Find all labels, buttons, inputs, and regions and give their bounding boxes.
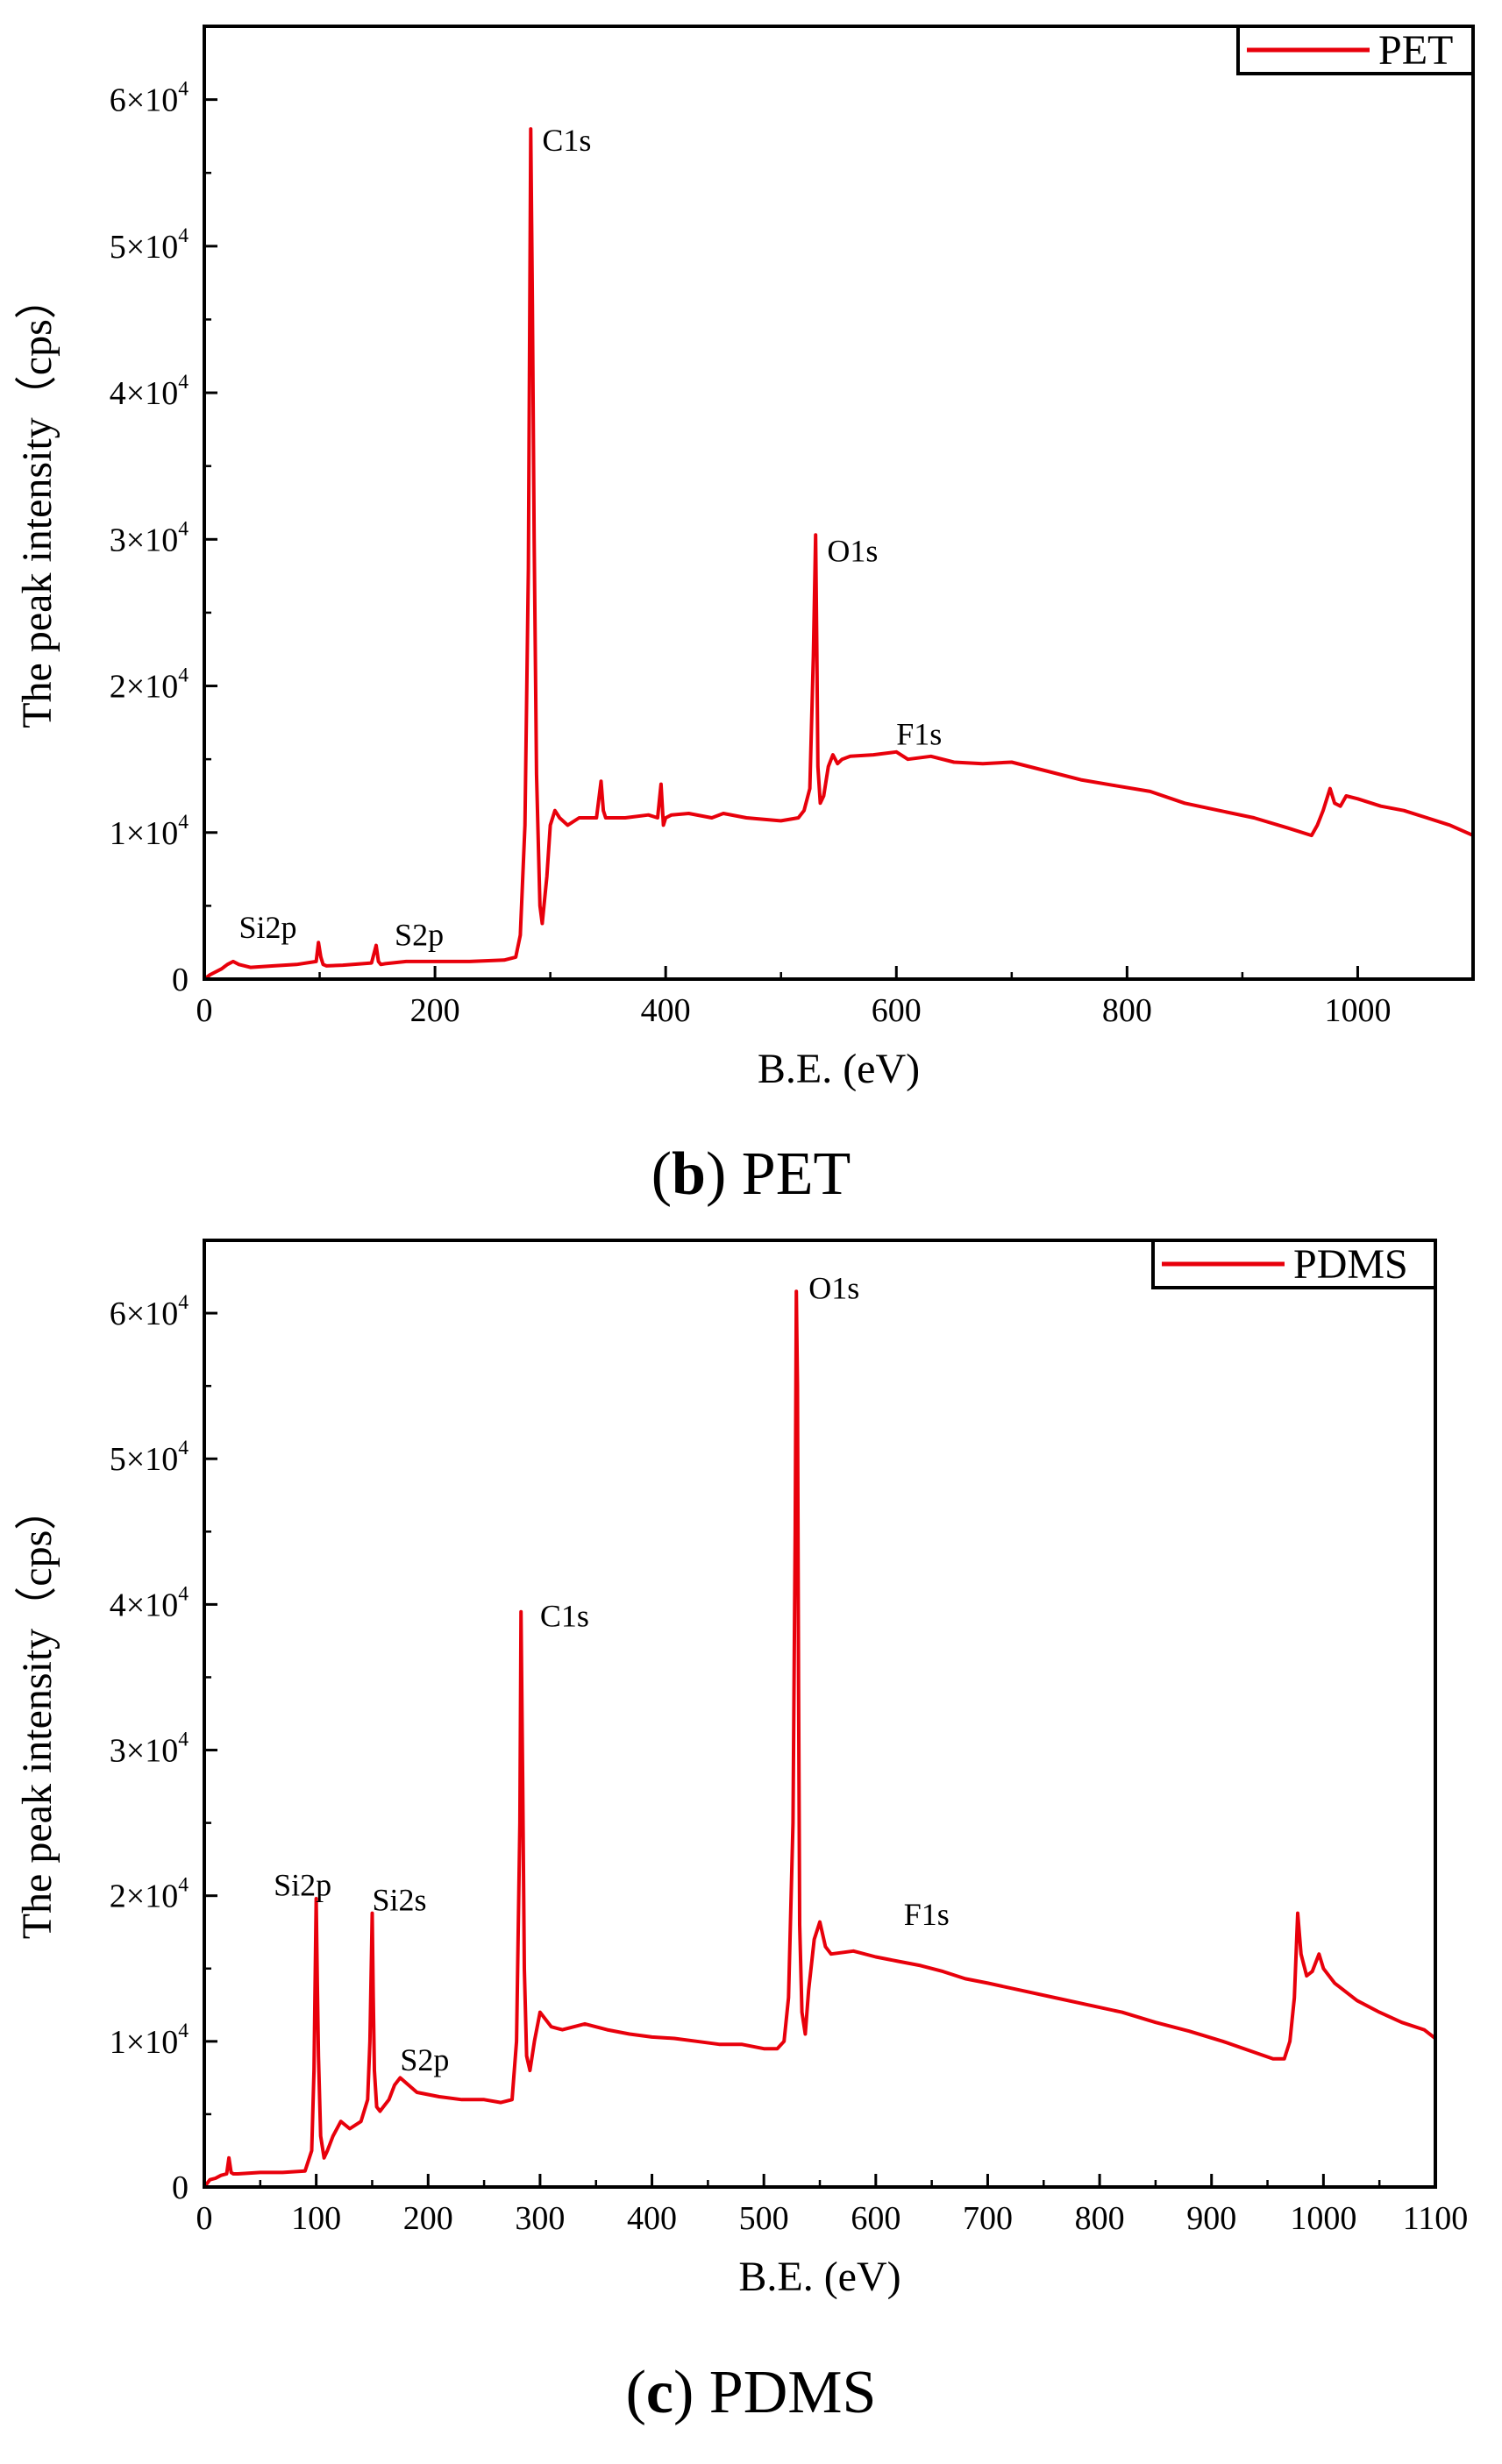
legend-label: PET xyxy=(1378,27,1453,74)
x-tick-label: 600 xyxy=(851,2200,900,2237)
y-axis-label: The peak intensity（cps） xyxy=(14,1488,61,1940)
x-tick-label: 400 xyxy=(641,992,691,1029)
chart-panel-pet: 0 200 400 600 800 1000 0 1×104 2×104 3×104 4×104 5×… xyxy=(0,0,1502,1205)
x-tick-label: 0 xyxy=(196,2200,213,2237)
chart-pdms-svg: 0 100 200 300 400 500 600 700 800 900 1000 1100 0 1×1… xyxy=(14,1239,1469,2300)
y-tick-label: 2×104 xyxy=(110,664,189,706)
peak-label-f1s: F1s xyxy=(896,716,942,751)
peak-label-si2p: Si2p xyxy=(274,1868,331,1903)
x-tick-label: 900 xyxy=(1186,2200,1236,2237)
peak-label-s2p: S2p xyxy=(395,918,444,953)
x-tick-label: 700 xyxy=(963,2200,1013,2237)
caption-letter: b xyxy=(672,1140,706,1208)
y-tick-label: 2×104 xyxy=(110,1874,189,1915)
x-tick-label: 400 xyxy=(627,2200,677,2237)
peak-label-c1s: C1s xyxy=(542,123,591,158)
plot-frame xyxy=(203,1239,1437,2189)
peak-label-si2p: Si2p xyxy=(238,910,296,945)
x-tick-label: 600 xyxy=(872,992,922,1029)
y-axis-label: The peak intensity（cps） xyxy=(14,277,61,728)
figure-caption-pet: (b) PET xyxy=(651,1140,851,1208)
caption-text: PET xyxy=(741,1140,851,1208)
legend: PDMS xyxy=(1151,1239,1437,1289)
y-tick-label: 3×104 xyxy=(110,1729,189,1770)
y-tick-label: 0 xyxy=(172,962,189,998)
chart-pet-svg: 0 200 400 600 800 1000 0 1×104 2×104 3×104 4×104 5×… xyxy=(14,25,1475,1092)
y-tick-label: 5×104 xyxy=(110,224,189,266)
y-tick-label: 5×104 xyxy=(110,1437,189,1478)
caption-text: PDMS xyxy=(708,2359,877,2426)
peak-label-o1s: O1s xyxy=(827,533,878,568)
x-axis-label: B.E. (eV) xyxy=(758,1046,920,1092)
legend-label: PDMS xyxy=(1293,1241,1408,1288)
x-tick-label: 800 xyxy=(1102,992,1152,1029)
x-tick-label: 200 xyxy=(410,992,460,1029)
y-tick-label: 0 xyxy=(172,2169,189,2206)
x-axis-label: B.E. (eV) xyxy=(738,2254,900,2300)
x-tick-label: 1100 xyxy=(1403,2200,1469,2237)
x-tick-label: 300 xyxy=(515,2200,565,2237)
y-tick-label: 3×104 xyxy=(110,517,189,558)
x-tick-label: 100 xyxy=(291,2200,341,2237)
series-line-pet xyxy=(203,127,1474,981)
series-line-pdms xyxy=(203,1289,1437,2189)
y-tick-label: 6×104 xyxy=(110,1291,189,1332)
peak-label-o1s: O1s xyxy=(808,1270,859,1305)
figure-caption-pdms: (c) PDMS xyxy=(625,2359,877,2426)
y-tick-label: 4×104 xyxy=(110,371,189,412)
y-tick-label: 4×104 xyxy=(110,1582,189,1623)
peak-label-c1s: C1s xyxy=(540,1598,589,1633)
x-tick-label: 200 xyxy=(403,2200,453,2237)
y-tick-label: 1×104 xyxy=(110,2020,189,2061)
y-tick-label: 1×104 xyxy=(110,811,189,852)
plot-frame xyxy=(203,25,1475,981)
x-tick-label: 1000 xyxy=(1324,992,1391,1029)
peak-label-f1s: F1s xyxy=(904,1897,950,1932)
chart-panel-pdms: 0 100 200 300 400 500 600 700 800 900 1000 1100 0 1×1… xyxy=(0,1232,1502,2437)
x-tick-label: 1000 xyxy=(1290,2200,1356,2237)
x-tick-label: 800 xyxy=(1075,2200,1125,2237)
peak-label-si2s: Si2s xyxy=(372,1882,426,1917)
y-tick-label: 6×104 xyxy=(110,78,189,119)
x-tick-label: 0 xyxy=(196,992,213,1029)
caption-letter: c xyxy=(645,2359,673,2426)
peak-label-s2p: S2p xyxy=(400,2042,449,2077)
x-tick-label: 500 xyxy=(739,2200,789,2237)
legend: PET xyxy=(1236,25,1475,75)
